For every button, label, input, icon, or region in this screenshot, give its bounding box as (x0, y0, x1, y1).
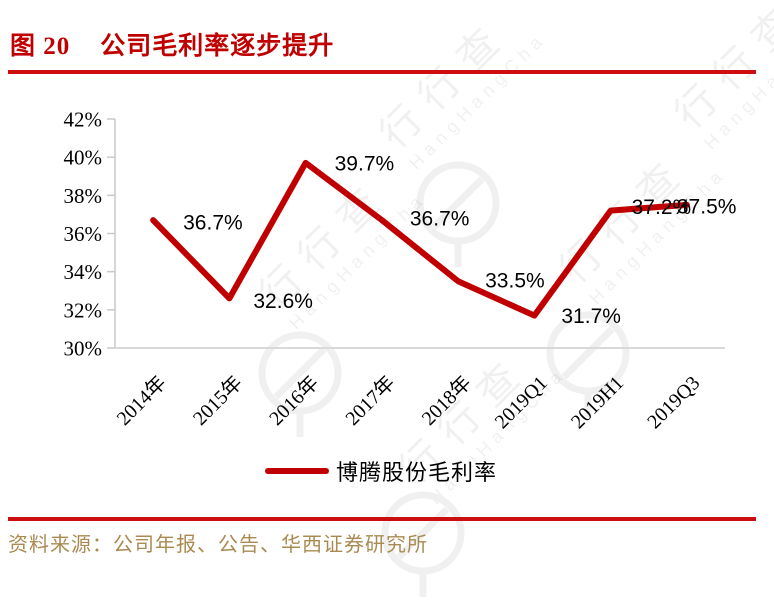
data-label: 36.7% (183, 212, 243, 235)
data-label: 36.7% (410, 208, 470, 231)
x-axis-label: 2015年 (188, 371, 247, 430)
figure-number: 图 20 (10, 33, 71, 60)
x-axis-label: 2018年 (417, 371, 476, 430)
y-axis-tick-label: 42% (64, 108, 103, 132)
data-label: 33.5% (485, 270, 545, 293)
y-axis-tick-label: 30% (64, 337, 103, 361)
y-axis-tick-label: 36% (64, 222, 103, 246)
x-axis-label: 2019Q1 (491, 372, 552, 433)
x-axis-label: 2019H1 (567, 372, 628, 433)
figure-title: 图 20 公司毛利率逐步提升 (10, 26, 334, 62)
x-axis-label: 2017年 (341, 371, 400, 430)
y-axis-tick-label: 38% (64, 184, 103, 208)
top-divider-line (8, 70, 756, 74)
report-figure-page: 行行查 HangHangCha 行行查 HangHangCha 行行查 HangHangC… (8, 0, 774, 597)
data-label: 39.7% (335, 152, 395, 175)
series-line (150, 159, 690, 319)
legend-series-label: 博腾股份毛利率 (336, 460, 498, 485)
y-axis-tick-label: 34% (64, 260, 103, 284)
data-label: 32.6% (253, 290, 313, 313)
x-axis-label: 2014年 (112, 371, 171, 430)
bottom-divider-line (8, 517, 756, 521)
legend-line-marker (265, 468, 329, 474)
chart-legend: 博腾股份毛利率 (265, 455, 497, 487)
data-label: 37.5% (677, 195, 737, 218)
x-axis-label: 2016年 (264, 371, 323, 430)
source-note: 资料来源：公司年报、公告、华西证券研究所 (8, 534, 428, 556)
y-axis-tick-label: 32% (64, 298, 103, 322)
x-axis-label: 2019Q3 (643, 372, 704, 433)
y-axis-tick-label: 40% (64, 146, 103, 170)
line-chart: 42% 40% 38% 36% 34% 32% 30% 2014年 2015年 2016年 2017… (64, 108, 737, 434)
data-label: 37.2% (632, 196, 692, 219)
figure-title-text: 公司毛利率逐步提升 (100, 33, 335, 60)
data-label: 31.7% (561, 305, 621, 328)
